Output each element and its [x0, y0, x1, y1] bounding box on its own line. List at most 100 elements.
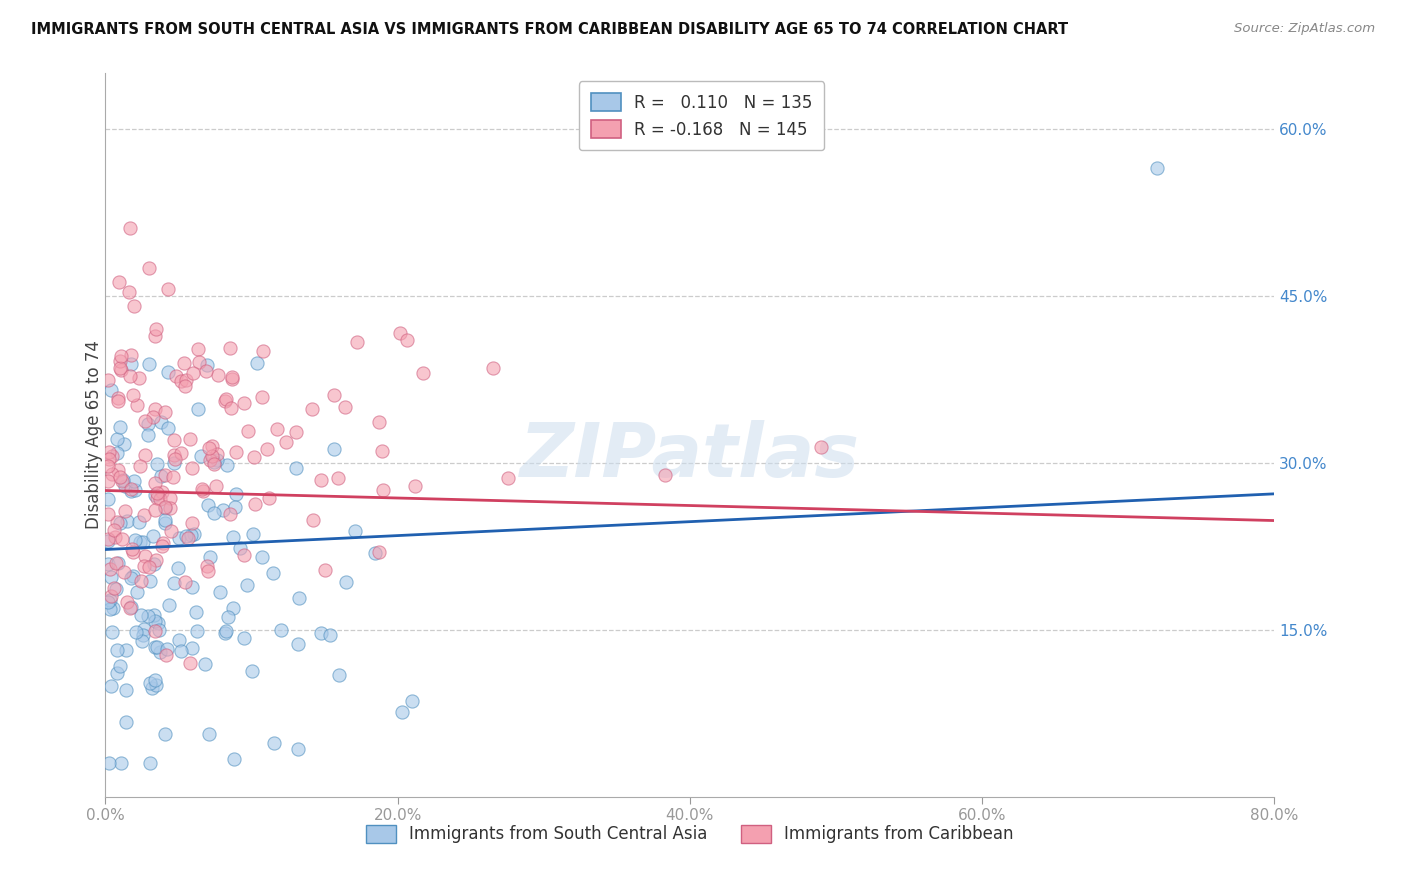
Point: [128, 515, 150, 529]
Point: [128, 370, 150, 384]
Point: [482, 361, 505, 376]
Point: [186, 624, 208, 638]
Point: [156, 365, 179, 379]
Point: [143, 502, 166, 516]
Point: [250, 390, 273, 404]
Point: [101, 624, 124, 639]
Point: [344, 524, 367, 538]
Point: [236, 577, 259, 591]
Point: [225, 486, 247, 500]
Point: [326, 471, 349, 485]
Point: [309, 473, 332, 487]
Point: [167, 632, 190, 647]
Point: [120, 483, 142, 498]
Legend: R =   0.110   N = 135, R = -0.168   N = 145: R = 0.110 N = 135, R = -0.168 N = 145: [579, 81, 824, 151]
Point: [131, 634, 153, 648]
Point: [256, 442, 278, 456]
Point: [138, 560, 160, 574]
Point: [112, 473, 135, 487]
Point: [100, 679, 122, 693]
Point: [242, 527, 264, 541]
Point: [180, 580, 202, 594]
Point: [145, 321, 167, 335]
Point: [124, 483, 146, 498]
Point: [105, 582, 128, 596]
Point: [118, 600, 141, 615]
Point: [134, 414, 156, 428]
Point: [138, 609, 160, 624]
Point: [252, 343, 274, 358]
Point: [97, 458, 120, 473]
Point: [138, 428, 160, 442]
Point: [198, 453, 221, 467]
Y-axis label: Disability Age 65 to 74: Disability Age 65 to 74: [86, 341, 103, 529]
Point: [146, 457, 169, 471]
Point: [287, 638, 309, 652]
Point: [97, 534, 120, 549]
Point: [105, 666, 128, 681]
Point: [187, 342, 209, 356]
Point: [97, 558, 120, 572]
Text: IMMIGRANTS FROM SOUTH CENTRAL ASIA VS IMMIGRANTS FROM CARIBBEAN DISABILITY AGE 6: IMMIGRANTS FROM SOUTH CENTRAL ASIA VS IM…: [31, 22, 1069, 37]
Point: [1146, 161, 1168, 175]
Point: [150, 469, 173, 483]
Point: [274, 434, 297, 449]
Point: [120, 357, 142, 371]
Point: [107, 556, 129, 570]
Point: [301, 401, 323, 416]
Point: [391, 705, 413, 719]
Point: [202, 506, 225, 520]
Point: [121, 388, 143, 402]
Point: [118, 220, 141, 235]
Point: [266, 422, 288, 436]
Point: [105, 516, 128, 530]
Point: [105, 432, 128, 446]
Point: [143, 640, 166, 655]
Point: [174, 575, 197, 590]
Point: [153, 500, 176, 515]
Point: [121, 542, 143, 557]
Point: [110, 353, 132, 368]
Point: [110, 659, 132, 673]
Point: [309, 626, 332, 640]
Point: [114, 566, 136, 580]
Point: [162, 470, 184, 484]
Point: [214, 394, 236, 409]
Point: [217, 609, 239, 624]
Point: [108, 516, 131, 530]
Point: [322, 388, 344, 402]
Point: [108, 275, 131, 289]
Point: [120, 599, 142, 614]
Point: [221, 372, 243, 386]
Point: [198, 550, 221, 565]
Point: [155, 648, 177, 662]
Point: [131, 535, 153, 549]
Point: [179, 656, 201, 670]
Point: [214, 392, 236, 406]
Point: [197, 727, 219, 741]
Point: [110, 362, 132, 376]
Point: [368, 545, 391, 559]
Point: [97, 507, 120, 521]
Point: [232, 631, 254, 645]
Point: [389, 326, 412, 340]
Point: [153, 726, 176, 740]
Point: [157, 598, 180, 612]
Point: [187, 402, 209, 417]
Text: ZIPatlas: ZIPatlas: [520, 420, 860, 493]
Point: [270, 623, 292, 637]
Point: [240, 664, 263, 678]
Point: [173, 356, 195, 370]
Point: [105, 642, 128, 657]
Point: [142, 529, 165, 543]
Point: [159, 491, 181, 505]
Point: [122, 474, 145, 488]
Point: [153, 468, 176, 483]
Point: [180, 528, 202, 542]
Point: [190, 450, 212, 464]
Point: [148, 624, 170, 638]
Point: [98, 602, 121, 616]
Point: [187, 355, 209, 369]
Point: [114, 479, 136, 493]
Point: [232, 396, 254, 410]
